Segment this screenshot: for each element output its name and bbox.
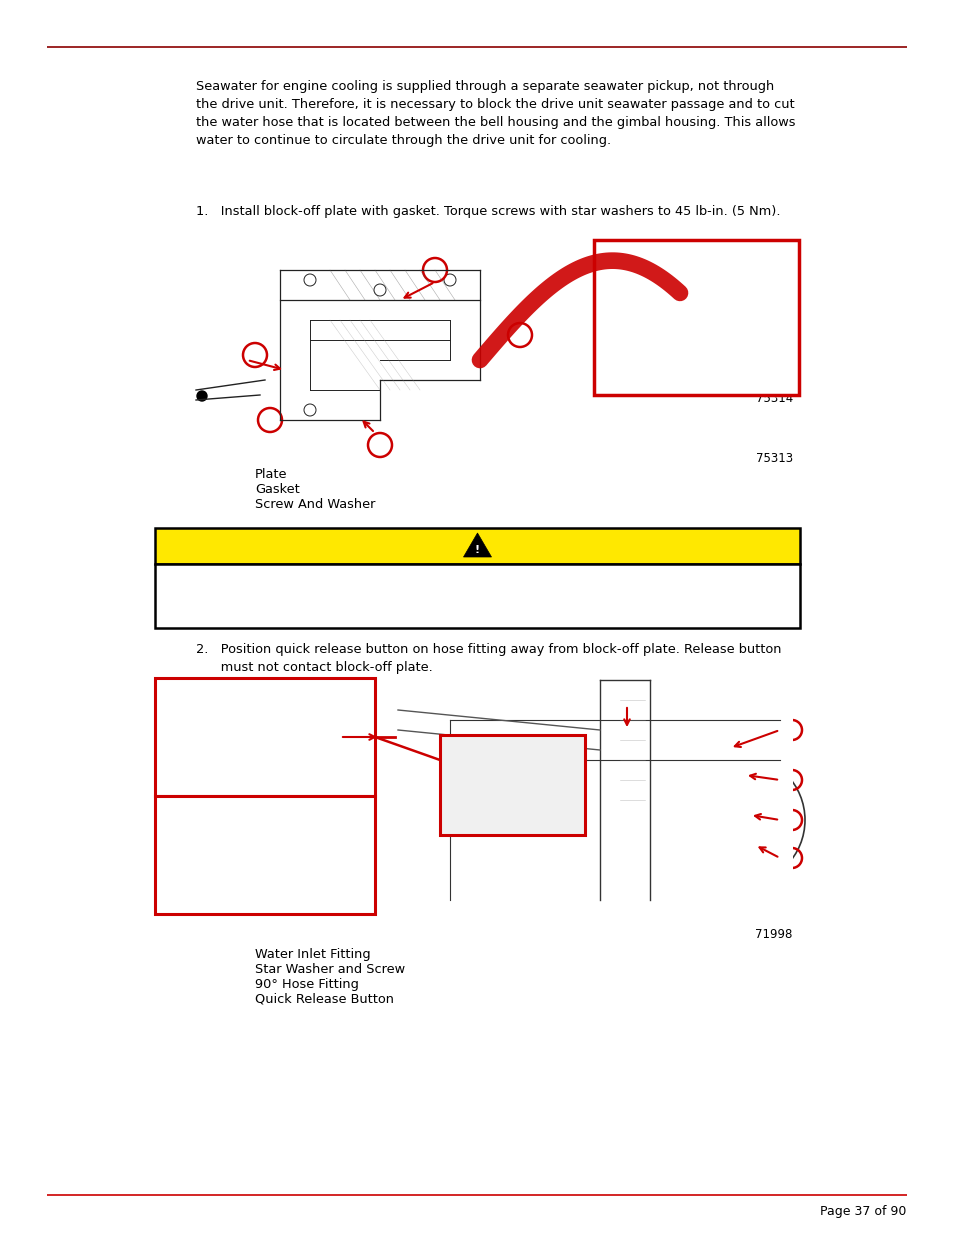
Text: Gasket: Gasket (254, 483, 299, 496)
Bar (154, 564, 800, 629)
Bar (195, 225, 590, 450)
Bar (594, 240, 799, 395)
Bar (439, 735, 584, 835)
Text: Page 37 of 90: Page 37 of 90 (819, 1205, 905, 1218)
Text: Quick Release Button: Quick Release Button (254, 993, 394, 1007)
Text: 71998: 71998 (754, 927, 791, 941)
Text: Plate: Plate (254, 468, 287, 480)
Bar (154, 797, 375, 914)
Text: Water Inlet Fitting: Water Inlet Fitting (254, 948, 370, 961)
Bar (619, 310, 639, 317)
Text: Star Washer and Screw: Star Washer and Screw (254, 963, 405, 976)
Text: Screw And Washer: Screw And Washer (254, 498, 375, 511)
Text: 2.   Position quick release button on hose fitting away from block-off plate. Re: 2. Position quick release button on hose… (195, 643, 781, 674)
Text: 1.   Install block-off plate with gasket. Torque screws with star washers to 45 : 1. Install block-off plate with gasket. … (195, 205, 780, 219)
Text: Seawater for engine cooling is supplied through a separate seawater pickup, not : Seawater for engine cooling is supplied … (195, 80, 795, 147)
Bar (619, 340, 639, 348)
Text: 75313: 75313 (755, 452, 792, 466)
Text: 90° Hose Fitting: 90° Hose Fitting (254, 978, 358, 990)
Polygon shape (463, 534, 491, 557)
Bar (397, 673, 792, 927)
Text: 75314: 75314 (755, 391, 792, 405)
Bar (154, 529, 800, 564)
Bar (154, 678, 375, 797)
Text: !: ! (475, 545, 479, 555)
Circle shape (196, 391, 207, 401)
